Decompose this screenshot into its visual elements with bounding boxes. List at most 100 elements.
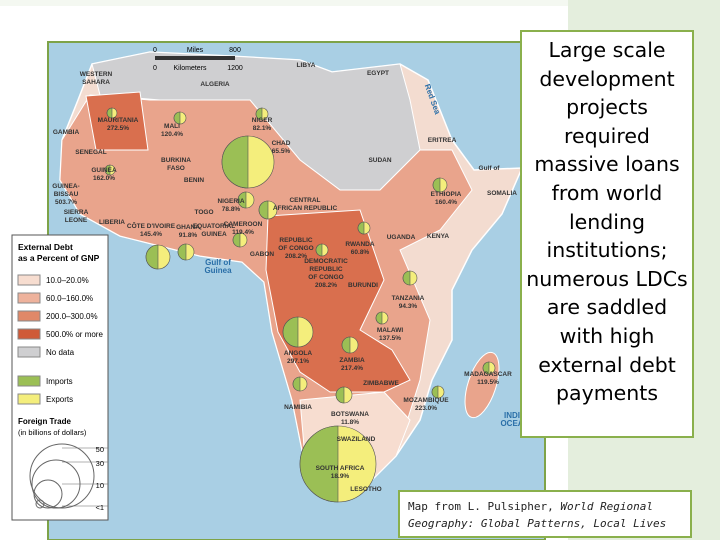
- country-label: ZIMBABWE: [363, 380, 399, 387]
- country-label: BISSAU: [54, 191, 79, 198]
- size-circle: [33, 479, 63, 509]
- trade-pie-imports: [292, 376, 301, 392]
- country-label: SIERRA: [64, 209, 89, 216]
- country-label: MAURITANIA: [98, 117, 139, 124]
- country-label: SUDAN: [368, 157, 391, 164]
- size-label: 10: [96, 481, 104, 490]
- size-label: <1: [95, 503, 104, 512]
- country-label: AFRICAN REPUBLIC: [273, 205, 338, 212]
- country-label: LIBYA: [297, 62, 316, 69]
- trade-pie-imports: [145, 244, 159, 270]
- trade-pie-imports: [237, 191, 247, 209]
- trade-pie-imports: [177, 243, 187, 261]
- legend-swatch: [17, 274, 41, 286]
- country-label: GUINEA: [201, 231, 227, 238]
- country-label: 208.2%: [285, 253, 307, 260]
- country-label: GHANA: [176, 224, 200, 231]
- country-label: 60.8%: [351, 249, 370, 256]
- country-label: NIGERIA: [217, 198, 244, 205]
- country-label: MOZAMBIQUE: [403, 397, 449, 404]
- legend-label: Exports: [46, 395, 73, 404]
- legend-title: (in billions of dollars): [18, 428, 87, 437]
- country-label: MADAGASCAR: [464, 371, 512, 378]
- country-label: CÔTE D'IVOIRE: [127, 221, 176, 230]
- country-label: BENIN: [184, 177, 205, 184]
- scale-miles: Miles: [187, 47, 204, 54]
- country-label: 94.3%: [399, 303, 418, 310]
- country-label: 223.0%: [415, 405, 437, 412]
- country-label: EGYPT: [367, 70, 389, 77]
- trade-pie-imports: [357, 221, 365, 235]
- country-label: BOTSWANA: [331, 411, 369, 418]
- water-label: INDI: [504, 411, 520, 420]
- country-label: Gulf of: [479, 165, 501, 172]
- country-label: 208.2%: [315, 282, 337, 289]
- country-label: ANGOLA: [284, 350, 312, 357]
- country-label: 65.5%: [272, 148, 291, 155]
- country-label: WESTERN: [80, 71, 113, 78]
- trade-pie-imports: [431, 385, 439, 399]
- country-label: UGANDA: [387, 234, 416, 241]
- country-label: ERITREA: [428, 137, 457, 144]
- country-label: SWAZILAND: [337, 436, 376, 443]
- country-label: TANZANIA: [392, 295, 425, 302]
- size-label: 50: [96, 445, 104, 454]
- trade-pie-imports: [173, 111, 181, 125]
- legend-label: 10.0–20.0%: [46, 276, 89, 285]
- trade-pie-imports: [335, 386, 345, 404]
- country-label: SAHARA: [82, 79, 110, 86]
- country-label: 78.8%: [222, 206, 241, 213]
- legend-label: 60.0–160.0%: [46, 294, 93, 303]
- country-label: 120.4%: [161, 131, 183, 138]
- country-label: GUINEA-: [52, 183, 79, 190]
- country-label: OF CONGO: [278, 245, 313, 252]
- scale-bar: [155, 56, 235, 60]
- country-label: SOUTH AFRICA: [316, 465, 365, 472]
- country-label: TOGO: [194, 209, 213, 216]
- country-label: LESOTHO: [350, 486, 381, 493]
- citation-source: World Regional Geography: Global Pattern…: [408, 500, 667, 530]
- country-label: REPUBLIC: [279, 237, 313, 244]
- trade-pie-imports: [104, 164, 111, 176]
- scale-km: 0: [153, 65, 157, 72]
- water-label: Gulf of: [205, 258, 231, 267]
- legend-title: Foreign Trade: [18, 417, 71, 426]
- trade-pie-imports: [341, 336, 351, 354]
- country-label: 217.4%: [341, 365, 363, 372]
- water-label: Guinea: [204, 266, 232, 275]
- legend-label: No data: [46, 348, 75, 357]
- country-label: 160.4%: [435, 199, 457, 206]
- top-band: [0, 0, 568, 6]
- legend-swatch: [17, 328, 41, 340]
- trade-pie-imports: [282, 316, 299, 348]
- scale-miles: 800: [229, 47, 241, 54]
- country-label: 272.5%: [107, 125, 129, 132]
- legend-label: Imports: [46, 377, 73, 386]
- callout: Large scale development projects require…: [520, 30, 694, 438]
- trade-pie-imports: [402, 270, 411, 286]
- trade-pie-imports: [375, 311, 383, 325]
- trade-pie-imports: [232, 232, 241, 248]
- country-label: OF CONGO: [308, 274, 343, 281]
- trade-pie-imports: [482, 361, 490, 375]
- country-label: 18.9%: [331, 473, 350, 480]
- country-label: 11.8%: [341, 419, 359, 426]
- size-label: 30: [96, 459, 104, 468]
- country-label: 119.5%: [477, 379, 499, 386]
- country-label: 503.7%: [55, 199, 77, 206]
- country-label: BURUNDI: [348, 282, 378, 289]
- country-label: 91.8%: [179, 232, 198, 239]
- country-label: REPUBLIC: [309, 266, 343, 273]
- scale-miles: 0: [153, 47, 157, 54]
- country-label: ETHIOPIA: [431, 191, 462, 198]
- country-label: DEMOCRATIC: [304, 258, 348, 265]
- country-label: SENEGAL: [75, 149, 106, 156]
- size-circle: [35, 499, 45, 509]
- legend-swatch: [17, 310, 41, 322]
- country-label: CAMEROON: [224, 221, 263, 228]
- legend-label: 500.0% or more: [46, 330, 103, 339]
- size-circle: [29, 443, 95, 509]
- country-label: NIGER: [252, 117, 273, 124]
- trade-pie-imports: [106, 107, 113, 119]
